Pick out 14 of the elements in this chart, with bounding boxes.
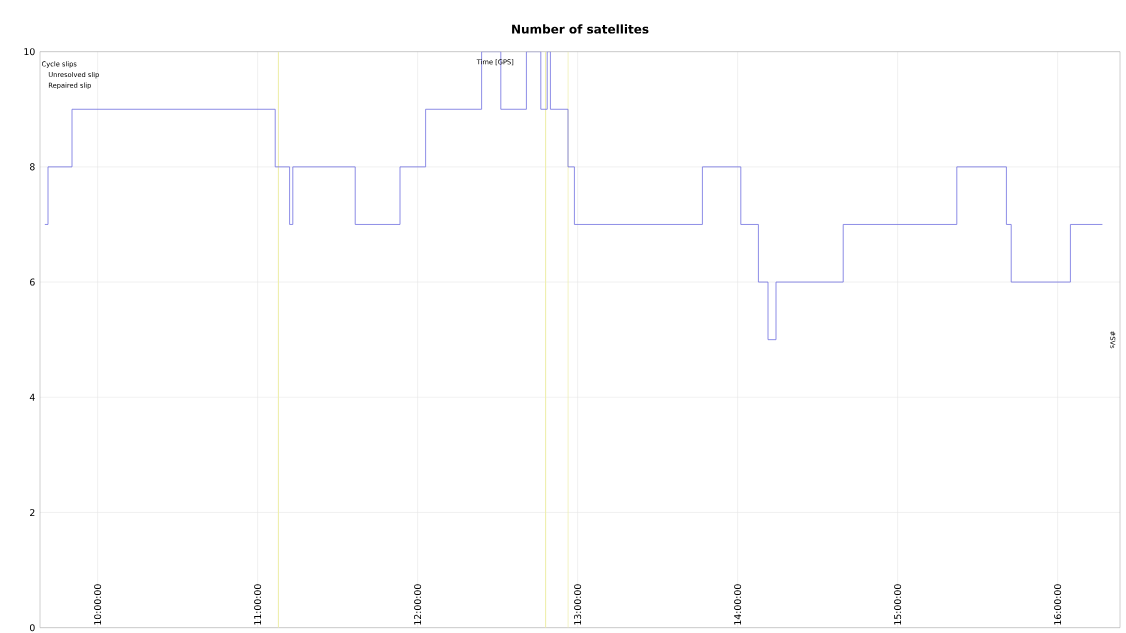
y-tick-label: 8: [29, 163, 35, 171]
chart-title: Number of satellites: [512, 24, 649, 34]
x-tick-label: 14:00:00: [734, 584, 742, 625]
y-tick-label: 4: [29, 393, 35, 401]
x-tick-label: 16:00:00: [1054, 584, 1062, 625]
x-tick-label: 10:00:00: [94, 584, 102, 625]
x-tick-label: 15:00:00: [894, 584, 902, 625]
x-tick-label: 13:00:00: [574, 584, 582, 625]
y-tick-label: 10: [24, 48, 35, 56]
y-tick-label: 6: [30, 278, 35, 286]
x-tick-label: 12:00:00: [414, 584, 422, 625]
y-tick-label: 2: [30, 509, 35, 516]
x-tick-label: 11:00:00: [254, 584, 262, 625]
y-tick-label: 0: [29, 624, 35, 632]
